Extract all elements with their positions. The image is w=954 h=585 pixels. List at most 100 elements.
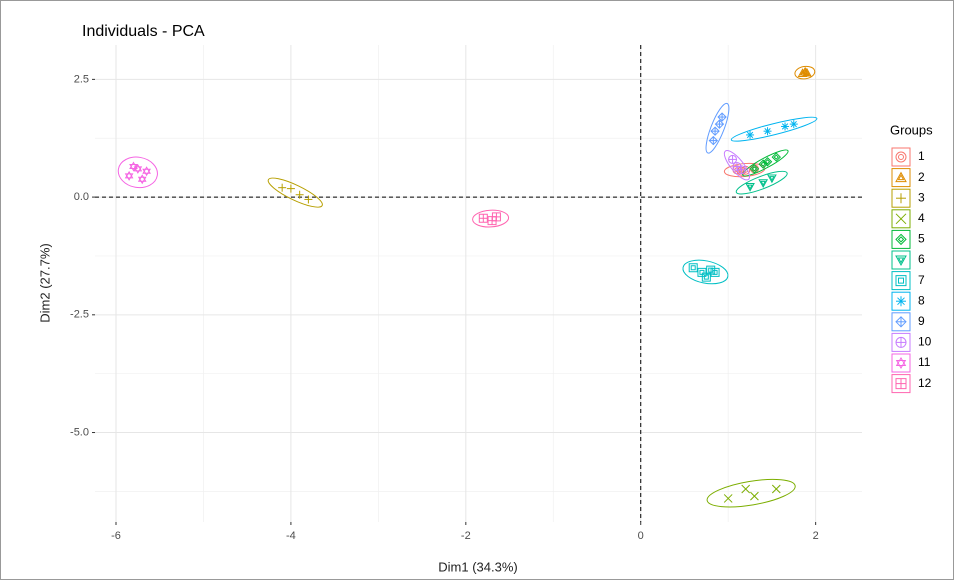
legend-marker	[895, 336, 907, 348]
legend-label: 5	[918, 232, 925, 246]
point	[304, 195, 313, 204]
legend-key	[891, 168, 911, 188]
x-tick-label: -4	[286, 530, 296, 542]
legend-marker	[896, 193, 906, 204]
marker-part	[764, 128, 771, 135]
point	[137, 174, 147, 185]
legend-marker	[895, 255, 907, 267]
point	[129, 161, 138, 172]
marker-part	[802, 67, 812, 77]
marker-part	[124, 170, 134, 179]
point	[767, 174, 777, 184]
legend-marker	[895, 316, 907, 328]
point	[491, 212, 501, 222]
marker-part	[758, 179, 769, 188]
marker-part	[491, 212, 501, 222]
marker-part	[895, 378, 907, 390]
point	[710, 267, 720, 277]
marker-part	[699, 269, 705, 275]
chart-title: Individuals - PCA	[82, 23, 205, 40]
legend-key	[891, 353, 911, 373]
y-axis-label: Dim2 (27.7%)	[37, 243, 52, 322]
marker-part	[781, 123, 789, 130]
legend-label: 7	[918, 273, 925, 287]
marker-part	[758, 159, 768, 169]
confidence-ellipse	[723, 150, 751, 181]
legend-marker	[895, 357, 907, 369]
marker-part	[898, 154, 904, 160]
legend-title: Groups	[890, 122, 933, 137]
marker-part	[749, 164, 760, 174]
point	[771, 484, 781, 494]
marker-part	[897, 257, 905, 264]
legend-key	[891, 271, 911, 291]
marker-part	[760, 161, 766, 167]
marker-part	[762, 157, 773, 167]
marker-part	[688, 263, 698, 273]
confidence-ellipse	[730, 116, 818, 142]
point	[736, 165, 746, 175]
point	[723, 494, 733, 503]
point	[745, 183, 755, 192]
confidence-ellipse	[472, 209, 510, 228]
point	[697, 267, 707, 277]
point	[746, 130, 755, 139]
confidence-ellipse	[794, 65, 816, 80]
marker-part	[747, 184, 753, 190]
marker-part	[769, 176, 775, 182]
marker-part	[897, 297, 905, 306]
point	[717, 112, 727, 122]
legend-marker	[896, 296, 906, 307]
marker-part	[741, 484, 751, 494]
marker-part	[701, 272, 711, 282]
point	[708, 135, 719, 146]
marker-part	[129, 161, 138, 169]
point	[710, 126, 720, 136]
point	[763, 127, 772, 136]
marker-part	[895, 171, 907, 183]
legend-marker	[895, 233, 907, 246]
marker-part	[771, 152, 781, 162]
x-tick-label: -2	[461, 530, 471, 542]
legend-label: 9	[918, 314, 925, 328]
marker-part	[142, 166, 151, 174]
legend-label: 11	[918, 355, 931, 369]
legend-label: 4	[918, 211, 925, 225]
y-tick-label: -2.5	[70, 309, 89, 321]
legend-key	[891, 250, 911, 270]
x-tick-label: 2	[813, 530, 819, 542]
marker-part	[751, 166, 758, 172]
legend-label: 2	[918, 170, 925, 184]
point	[758, 159, 768, 169]
point	[124, 170, 134, 181]
marker-part	[897, 174, 905, 181]
legend-marker	[895, 171, 907, 183]
marker-part	[897, 236, 905, 243]
point	[750, 491, 759, 501]
marker-part	[129, 163, 138, 172]
marker-part	[697, 267, 707, 277]
legend-label: 1	[918, 149, 925, 163]
point	[142, 166, 151, 177]
x-tick-label: -6	[111, 530, 121, 542]
point	[781, 122, 790, 131]
marker-part	[723, 494, 733, 503]
marker-part	[764, 159, 771, 165]
marker-part	[137, 174, 147, 182]
confidence-ellipse	[705, 102, 730, 154]
marker-part	[773, 154, 779, 160]
legend-marker	[895, 151, 907, 163]
marker-part	[895, 357, 907, 366]
marker-part	[124, 173, 134, 181]
marker-part	[750, 491, 759, 501]
legend-key	[891, 229, 911, 249]
legend-marker	[895, 378, 907, 390]
point	[295, 190, 304, 199]
marker-part	[746, 131, 754, 139]
marker-part	[790, 120, 797, 128]
marker-part	[767, 174, 777, 184]
point	[789, 120, 798, 129]
